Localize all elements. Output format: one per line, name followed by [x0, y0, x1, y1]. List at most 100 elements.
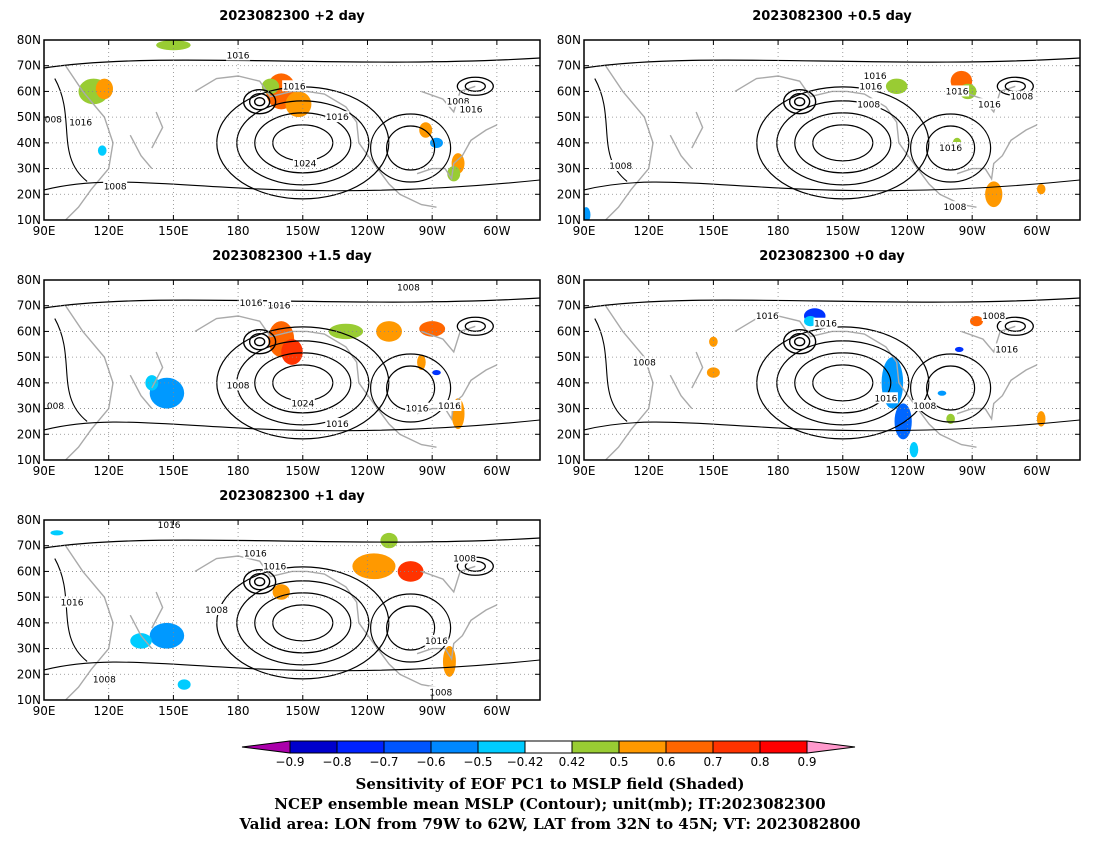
contour-label-bg — [204, 604, 229, 615]
colorbar-label: 0.42 — [559, 755, 586, 769]
colorbar-segment — [665, 740, 714, 754]
coastline — [194, 75, 437, 208]
contour-label: 1016 — [425, 637, 448, 647]
coastline — [691, 111, 704, 149]
lon-label: 180 — [227, 464, 250, 478]
colorbar-segment — [759, 740, 808, 754]
mslp-contour — [756, 86, 930, 200]
coastline — [151, 111, 164, 149]
lon-label: 150E — [158, 464, 189, 478]
lat-label: 80N — [17, 33, 41, 47]
panel-title: 2023082300 +0.5 day — [752, 9, 912, 24]
shade-region — [281, 339, 303, 365]
lat-label: 30N — [557, 402, 581, 416]
contour-label: 1016 — [939, 144, 962, 154]
mslp-contour — [456, 76, 494, 96]
lat-label: 10N — [17, 213, 41, 227]
panel-title: 2023082300 +1.5 day — [212, 249, 372, 264]
colorbar-label: −0.6 — [416, 755, 445, 769]
mslp-contour — [584, 57, 1080, 69]
mslp-contour — [253, 337, 266, 347]
lon-label: 90W — [959, 464, 986, 478]
lon-label: 60W — [1023, 224, 1050, 238]
contour-label: 1008 — [41, 402, 64, 412]
lat-label: 80N — [557, 33, 581, 47]
colorbar-left-arrow — [241, 740, 291, 754]
mslp-contour — [910, 113, 992, 183]
lon-label: 90W — [419, 464, 446, 478]
contour-label: 1008 — [857, 100, 880, 110]
contour-label: 1016 — [158, 521, 181, 531]
coastline — [194, 315, 437, 448]
map-panel-p05d: 2023082300 +0.5 day101610161008101610161… — [557, 9, 1081, 238]
colorbar: −0.9 −0.8 −0.7 −0.6 −0.5 −0.42 0.42 0.5 0.6 0.7 0.… — [241, 740, 856, 769]
contour-label-bg — [994, 343, 1019, 355]
contour-label: 1016 — [814, 320, 837, 330]
shade-region — [130, 633, 152, 649]
lat-label: 20N — [557, 427, 581, 441]
contour-label-bg — [938, 142, 963, 153]
mslp-contour — [242, 569, 277, 595]
lat-label: 30N — [17, 402, 41, 416]
lat-label: 50N — [17, 110, 41, 124]
shade-region — [1036, 411, 1046, 427]
contour-label: 1016 — [874, 394, 897, 404]
contour-label: 1008 — [397, 284, 420, 294]
colorbar-segment — [618, 740, 667, 754]
panel-frame — [583, 279, 1081, 461]
caption-line-1: Sensitivity of EOF PC1 to MSLP field (Sh… — [355, 775, 745, 793]
contour-label: 1016 — [946, 87, 969, 97]
colorbar-label: −0.8 — [322, 755, 351, 769]
contour-label-bg — [282, 80, 307, 92]
contour-label-bg — [981, 310, 1006, 321]
mslp-contour — [272, 364, 334, 402]
contour-label: 1016 — [326, 420, 349, 430]
contour-label-bg — [92, 673, 117, 685]
contour-label-bg — [452, 552, 477, 564]
lon-label: 120W — [890, 464, 925, 478]
contour-label-bg — [292, 157, 317, 169]
mslp-contour — [54, 558, 88, 662]
colorbar-label: 0.9 — [797, 755, 816, 769]
coastline — [64, 545, 114, 700]
contour-label-bg — [813, 317, 838, 329]
contour-label: 1016 — [69, 118, 92, 128]
contour-label: 1024 — [293, 159, 316, 169]
coastline — [421, 85, 476, 114]
shade-region — [442, 646, 456, 677]
colorbar-segment — [477, 740, 526, 754]
lat-label: 30N — [17, 162, 41, 176]
mslp-contour — [44, 659, 540, 672]
contour-label-bg — [60, 596, 85, 608]
coastline — [421, 565, 476, 594]
lat-label: 80N — [17, 273, 41, 287]
panel-title: 2023082300 +2 day — [219, 9, 365, 24]
mslp-contour — [812, 364, 874, 402]
shade-region — [376, 321, 402, 342]
mslp-contour — [253, 577, 266, 587]
contour-label-bg — [44, 113, 63, 125]
shade-region — [954, 346, 964, 352]
shade-region — [97, 145, 107, 156]
mslp-contour — [253, 97, 266, 107]
contour-label-bg — [405, 402, 430, 414]
shade-region — [432, 370, 441, 376]
contour-label: 1016 — [283, 82, 306, 92]
mslp-contour — [242, 89, 277, 115]
coastline — [734, 315, 977, 448]
caption-line-3: Valid area: LON from 79W to 62W, LAT fro… — [239, 815, 861, 833]
coastline — [64, 305, 114, 460]
shade-region — [177, 679, 191, 690]
lat-label: 50N — [557, 350, 581, 364]
shade-region — [1036, 184, 1046, 195]
mslp-contour — [44, 419, 540, 432]
contour-label-bg — [424, 634, 449, 646]
shade-region — [970, 316, 983, 327]
lon-label: 150W — [285, 464, 320, 478]
contour-label: 1016 — [864, 72, 887, 82]
lat-label: 20N — [17, 427, 41, 441]
lon-label: 150E — [698, 224, 729, 238]
shade-region — [894, 403, 912, 440]
